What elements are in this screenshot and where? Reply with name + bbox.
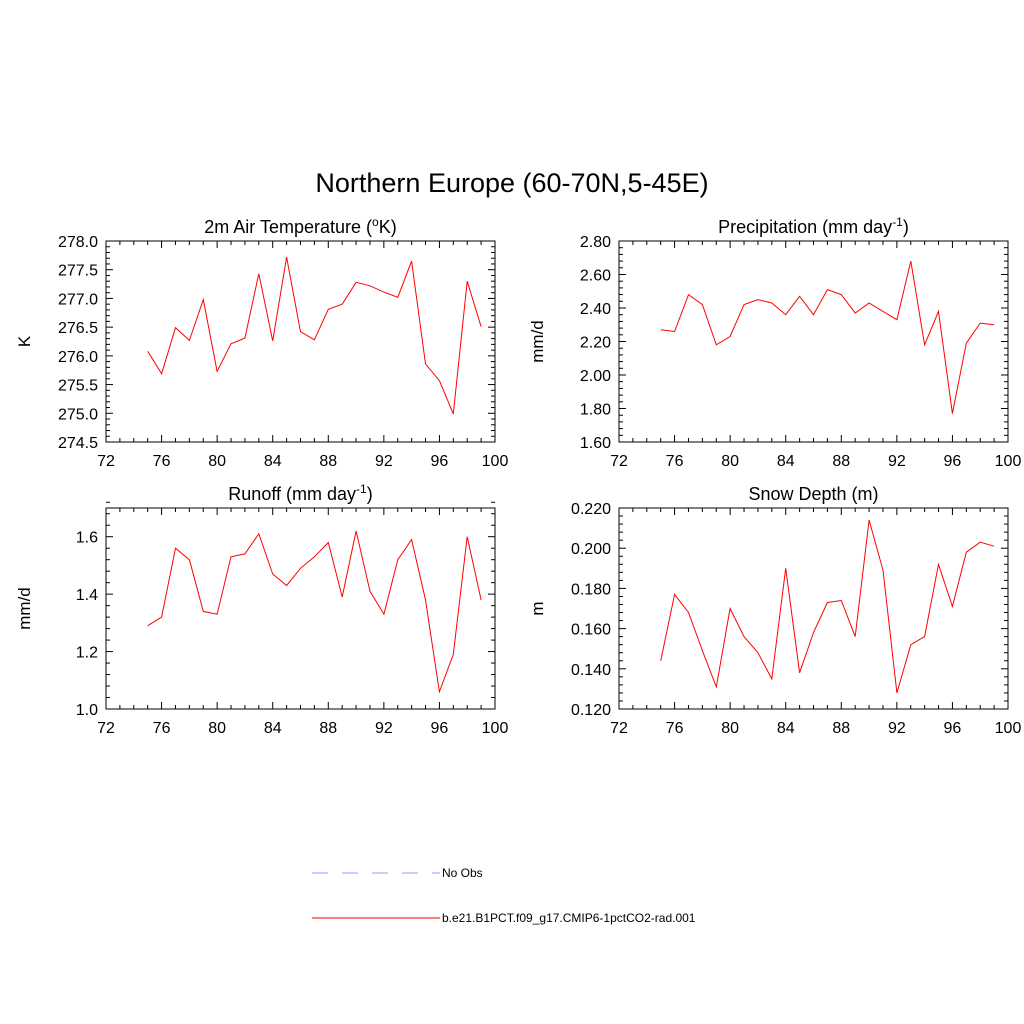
x-tick-label: 96 (944, 720, 962, 737)
x-tick-label: 76 (153, 453, 171, 470)
x-tick-label: 88 (832, 453, 850, 470)
x-tick-label: 92 (375, 720, 393, 737)
x-tick-label: 100 (995, 453, 1022, 470)
y-tick-label: 0.200 (571, 541, 611, 558)
x-tick-label: 100 (995, 720, 1022, 737)
x-tick-label: 80 (208, 720, 226, 737)
series-line (660, 260, 995, 414)
y-tick-label: 1.4 (76, 587, 98, 604)
y-tick-label: 278.0 (58, 234, 98, 251)
panel-title: Precipitation (mm day-1) (718, 215, 909, 237)
y-tick-label: 2.80 (580, 234, 611, 251)
legend-item: No Obs (312, 866, 483, 880)
x-tick-label: 76 (666, 720, 684, 737)
y-tick-label: 0.220 (571, 501, 611, 518)
y-tick-label: 1.60 (580, 435, 611, 452)
y-tick-label: 0.180 (571, 581, 611, 598)
y-axis-label: mm/d (15, 587, 34, 630)
y-tick-label: 2.00 (580, 368, 611, 385)
y-tick-label: 275.5 (58, 378, 98, 395)
figure-title: Northern Europe (60-70N,5-45E) (315, 168, 708, 198)
y-tick-label: 274.5 (58, 435, 98, 452)
y-tick-label: 0.140 (571, 662, 611, 679)
x-tick-label: 88 (319, 453, 337, 470)
y-tick-label: 275.0 (58, 406, 98, 423)
panel-title: Runoff (mm day-1) (228, 482, 372, 504)
x-tick-label: 76 (153, 720, 171, 737)
y-tick-label: 276.0 (58, 349, 98, 366)
x-tick-label: 72 (610, 453, 628, 470)
y-tick-label: 2.20 (580, 335, 611, 352)
y-tick-label: 0.160 (571, 622, 611, 639)
x-tick-label: 84 (777, 720, 795, 737)
x-tick-label: 72 (97, 720, 115, 737)
series-line (147, 530, 482, 694)
legend-label: No Obs (442, 866, 483, 880)
x-tick-label: 100 (482, 453, 509, 470)
x-tick-label: 72 (610, 720, 628, 737)
y-axis-label: m (528, 601, 547, 615)
x-tick-label: 80 (721, 453, 739, 470)
y-tick-label: 2.40 (580, 301, 611, 318)
y-tick-label: 1.80 (580, 402, 611, 419)
legend-item: b.e21.B1PCT.f09_g17.CMIP6-1pctCO2-rad.00… (312, 911, 696, 925)
x-tick-label: 88 (319, 720, 337, 737)
chart-panel-4: Snow Depth (m) m 72 76 80 84 88 92 96 100 0.120 0.1… (528, 484, 1021, 737)
legend-label: b.e21.B1PCT.f09_g17.CMIP6-1pctCO2-rad.00… (442, 911, 696, 925)
series-line (147, 257, 482, 415)
x-tick-label: 96 (431, 720, 449, 737)
plot-frame (105, 240, 496, 443)
x-tick-label: 100 (482, 720, 509, 737)
x-tick-label: 84 (777, 453, 795, 470)
y-tick-label: 1.6 (76, 530, 98, 547)
x-tick-label: 96 (944, 453, 962, 470)
x-tick-label: 92 (888, 720, 906, 737)
chart-panel-2: Precipitation (mm day-1) mm/d 72 76 80 84 88 92… (528, 215, 1021, 470)
plot-frame (618, 507, 1009, 710)
chart-panels: 2m Air Temperature (oK) K 72 76 80 84 88 92 96 10… (15, 215, 1021, 737)
x-tick-label: 96 (431, 453, 449, 470)
y-tick-label: 277.0 (58, 291, 98, 308)
y-tick-label: 0.120 (571, 702, 611, 719)
x-tick-label: 80 (208, 453, 226, 470)
panel-title: 2m Air Temperature (oK) (204, 215, 396, 237)
legend: No Obs b.e21.B1PCT.f09_g17.CMIP6-1pctCO2-… (312, 866, 696, 925)
x-tick-label: 84 (264, 453, 282, 470)
y-tick-label: 276.5 (58, 320, 98, 337)
x-tick-label: 92 (375, 453, 393, 470)
x-tick-label: 92 (888, 453, 906, 470)
chart-panel-3: Runoff (mm day-1) mm/d 72 76 80 84 88 92 96 100 1.… (15, 482, 508, 737)
x-tick-label: 80 (721, 720, 739, 737)
chart-panel-1: 2m Air Temperature (oK) K 72 76 80 84 88 92 96 10… (15, 215, 508, 470)
y-axis-label: mm/d (528, 320, 547, 363)
y-tick-label: 1.2 (76, 645, 98, 662)
x-tick-label: 76 (666, 453, 684, 470)
y-axis-label: K (15, 335, 34, 347)
panel-title: Snow Depth (m) (748, 484, 878, 504)
series-line (660, 519, 995, 694)
plot-frame (105, 507, 496, 710)
plot-frame (618, 240, 1009, 443)
x-tick-label: 88 (832, 720, 850, 737)
y-tick-label: 2.60 (580, 268, 611, 285)
y-tick-label: 277.5 (58, 263, 98, 280)
x-tick-label: 84 (264, 720, 282, 737)
x-tick-label: 72 (97, 453, 115, 470)
y-tick-label: 1.0 (76, 702, 98, 719)
